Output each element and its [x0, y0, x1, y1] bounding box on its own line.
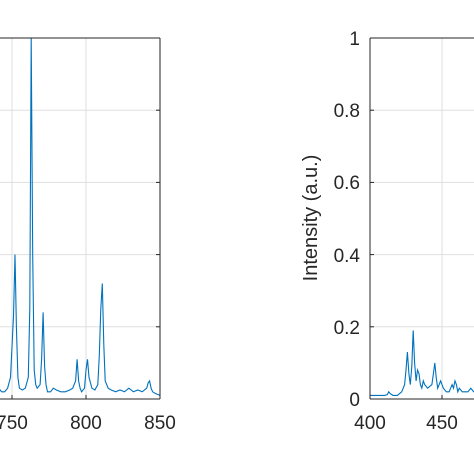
left-gridlines [0, 38, 160, 399]
left-x-tick-label-800: 800 [70, 413, 102, 434]
right-tick-marks [369, 37, 443, 400]
right-y-tick-label-0.4: 0.4 [334, 246, 361, 267]
right-gridlines [370, 38, 474, 399]
right-plot-background [370, 38, 474, 399]
right-x-tick-label-450: 450 [426, 413, 458, 434]
right-y-tick-label-0.2: 0.2 [334, 318, 360, 339]
left-x-tick-label-750: 750 [0, 413, 28, 434]
right-x-tick-label-400: 400 [354, 413, 386, 434]
right-y-tick-label-0: 0 [349, 390, 360, 411]
left-series-line [0, 38, 160, 396]
right-series-line [370, 330, 474, 396]
right-y-tick-label-0.6: 0.6 [334, 173, 360, 194]
left-chart-panel: 750 800 850 [0, 37, 176, 434]
left-x-tick-label-850: 850 [144, 413, 176, 434]
right-y-tick-label-1: 1 [349, 29, 360, 50]
right-y-axis-title: Intensity (a.u.) [300, 155, 322, 282]
right-chart-panel: 0 0.2 0.4 0.6 0.8 1 400 450 Intensity (a… [300, 29, 474, 434]
left-plot-background [0, 38, 160, 399]
right-y-tick-label-0.8: 0.8 [334, 101, 360, 122]
left-tick-marks [11, 37, 161, 400]
